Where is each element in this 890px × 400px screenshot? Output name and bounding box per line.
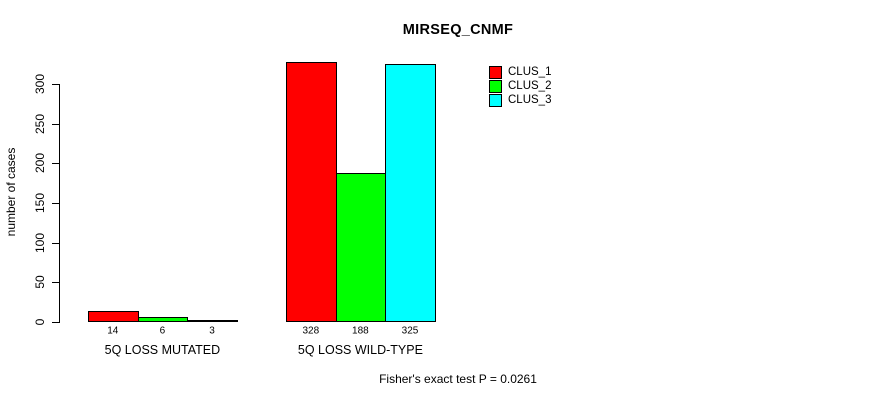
y-axis-tick bbox=[52, 282, 59, 283]
y-axis-tick bbox=[52, 243, 59, 244]
y-tick-label: 150 bbox=[33, 192, 47, 214]
y-tick-label: 100 bbox=[33, 232, 47, 253]
bar-value-label: 6 bbox=[159, 325, 166, 337]
legend-item: CLUS_2 bbox=[489, 79, 551, 93]
legend-swatch-icon bbox=[489, 93, 502, 107]
pvalue-annotation: Fisher's exact test P = 0.0261 bbox=[379, 372, 537, 386]
y-tick-label: 0 bbox=[33, 318, 47, 326]
bar-value-label: 328 bbox=[302, 325, 320, 337]
chart-title: MIRSEQ_CNMF bbox=[402, 22, 514, 38]
y-tick-label: 200 bbox=[33, 153, 47, 174]
bar-clus_1-group2 bbox=[286, 61, 337, 322]
y-axis-tick bbox=[52, 124, 59, 125]
y-axis-tick bbox=[52, 84, 59, 85]
legend-label: CLUS_3 bbox=[508, 94, 552, 106]
y-axis-tick bbox=[52, 322, 59, 323]
y-axis-line bbox=[59, 84, 60, 323]
bar-clus_2-group2 bbox=[335, 172, 387, 322]
legend-item: CLUS_3 bbox=[489, 93, 551, 107]
legend-swatch-icon bbox=[489, 65, 502, 79]
x-category-label: 5Q LOSS WILD-TYPE bbox=[297, 343, 423, 357]
y-tick-label: 300 bbox=[33, 73, 47, 95]
legend-item: CLUS_1 bbox=[489, 65, 551, 79]
bar-clus_3-group2 bbox=[385, 64, 436, 322]
bar-clus_2-group1 bbox=[137, 317, 189, 322]
bar-clus_1-group1 bbox=[88, 310, 139, 322]
bar-value-label: 188 bbox=[352, 325, 369, 337]
y-tick-label: 50 bbox=[33, 275, 47, 290]
bar-value-label: 14 bbox=[107, 325, 119, 337]
legend-swatch-icon bbox=[489, 79, 502, 93]
bar-clus_3-group1 bbox=[187, 319, 238, 322]
legend-label: CLUS_2 bbox=[508, 80, 552, 92]
bar-value-label: 3 bbox=[209, 325, 215, 337]
y-tick-label: 250 bbox=[33, 113, 47, 134]
legend: CLUS_1 CLUS_2 CLUS_3 bbox=[489, 65, 551, 107]
x-category-label: 5Q LOSS MUTATED bbox=[104, 343, 221, 357]
y-axis-tick bbox=[52, 203, 59, 204]
legend-label: CLUS_1 bbox=[508, 66, 552, 78]
y-axis-tick bbox=[52, 163, 59, 164]
bar-value-label: 325 bbox=[401, 325, 419, 337]
